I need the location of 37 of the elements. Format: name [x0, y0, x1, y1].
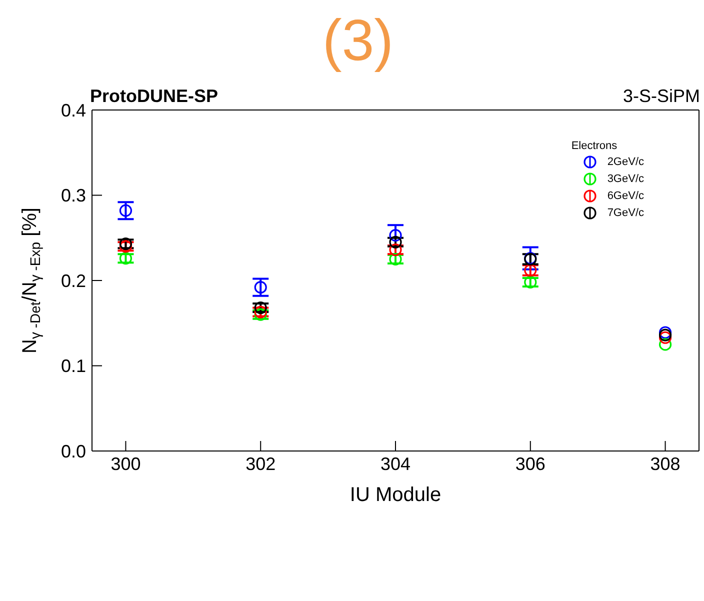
point	[119, 252, 132, 265]
y-tick-label: 0.4	[60, 100, 86, 120]
legend-label: 2GeV/c	[607, 156, 644, 168]
point	[254, 301, 267, 314]
point	[119, 238, 132, 250]
chart-title: (3)	[322, 8, 394, 75]
point	[254, 281, 267, 294]
point	[658, 331, 672, 344]
point	[658, 338, 672, 351]
x-tick-label: 302	[246, 454, 276, 474]
point	[389, 236, 402, 248]
x-tick-label: 308	[650, 454, 680, 474]
x-tick-label: 304	[380, 454, 411, 474]
chart-subtitle: ProtoDUNE-SP	[90, 86, 218, 107]
x-tick-label: 306	[515, 454, 546, 474]
y-tick-label: 0.3	[60, 186, 86, 206]
point	[389, 252, 402, 266]
legend-label: 3GeV/c	[607, 173, 644, 185]
y-tick-label: 0.1	[60, 356, 86, 376]
legend-title: Electrons	[571, 140, 618, 152]
point	[524, 276, 537, 289]
point	[658, 326, 672, 339]
x-axis-title: IU Module	[350, 484, 442, 506]
legend-label: 7GeV/c	[607, 207, 644, 219]
point	[389, 244, 402, 256]
text: 3-S-SiPM	[622, 86, 700, 107]
legend-label: 6GeV/c	[607, 190, 644, 202]
point	[658, 328, 672, 342]
point	[389, 229, 402, 242]
point	[524, 264, 537, 277]
point	[119, 204, 132, 217]
point	[119, 240, 132, 253]
point	[254, 306, 267, 318]
point	[254, 308, 267, 321]
y-tick-label: 0.2	[60, 270, 86, 291]
x-tick-label: 300	[110, 454, 141, 474]
y-tick-label: 0.0	[60, 441, 86, 462]
